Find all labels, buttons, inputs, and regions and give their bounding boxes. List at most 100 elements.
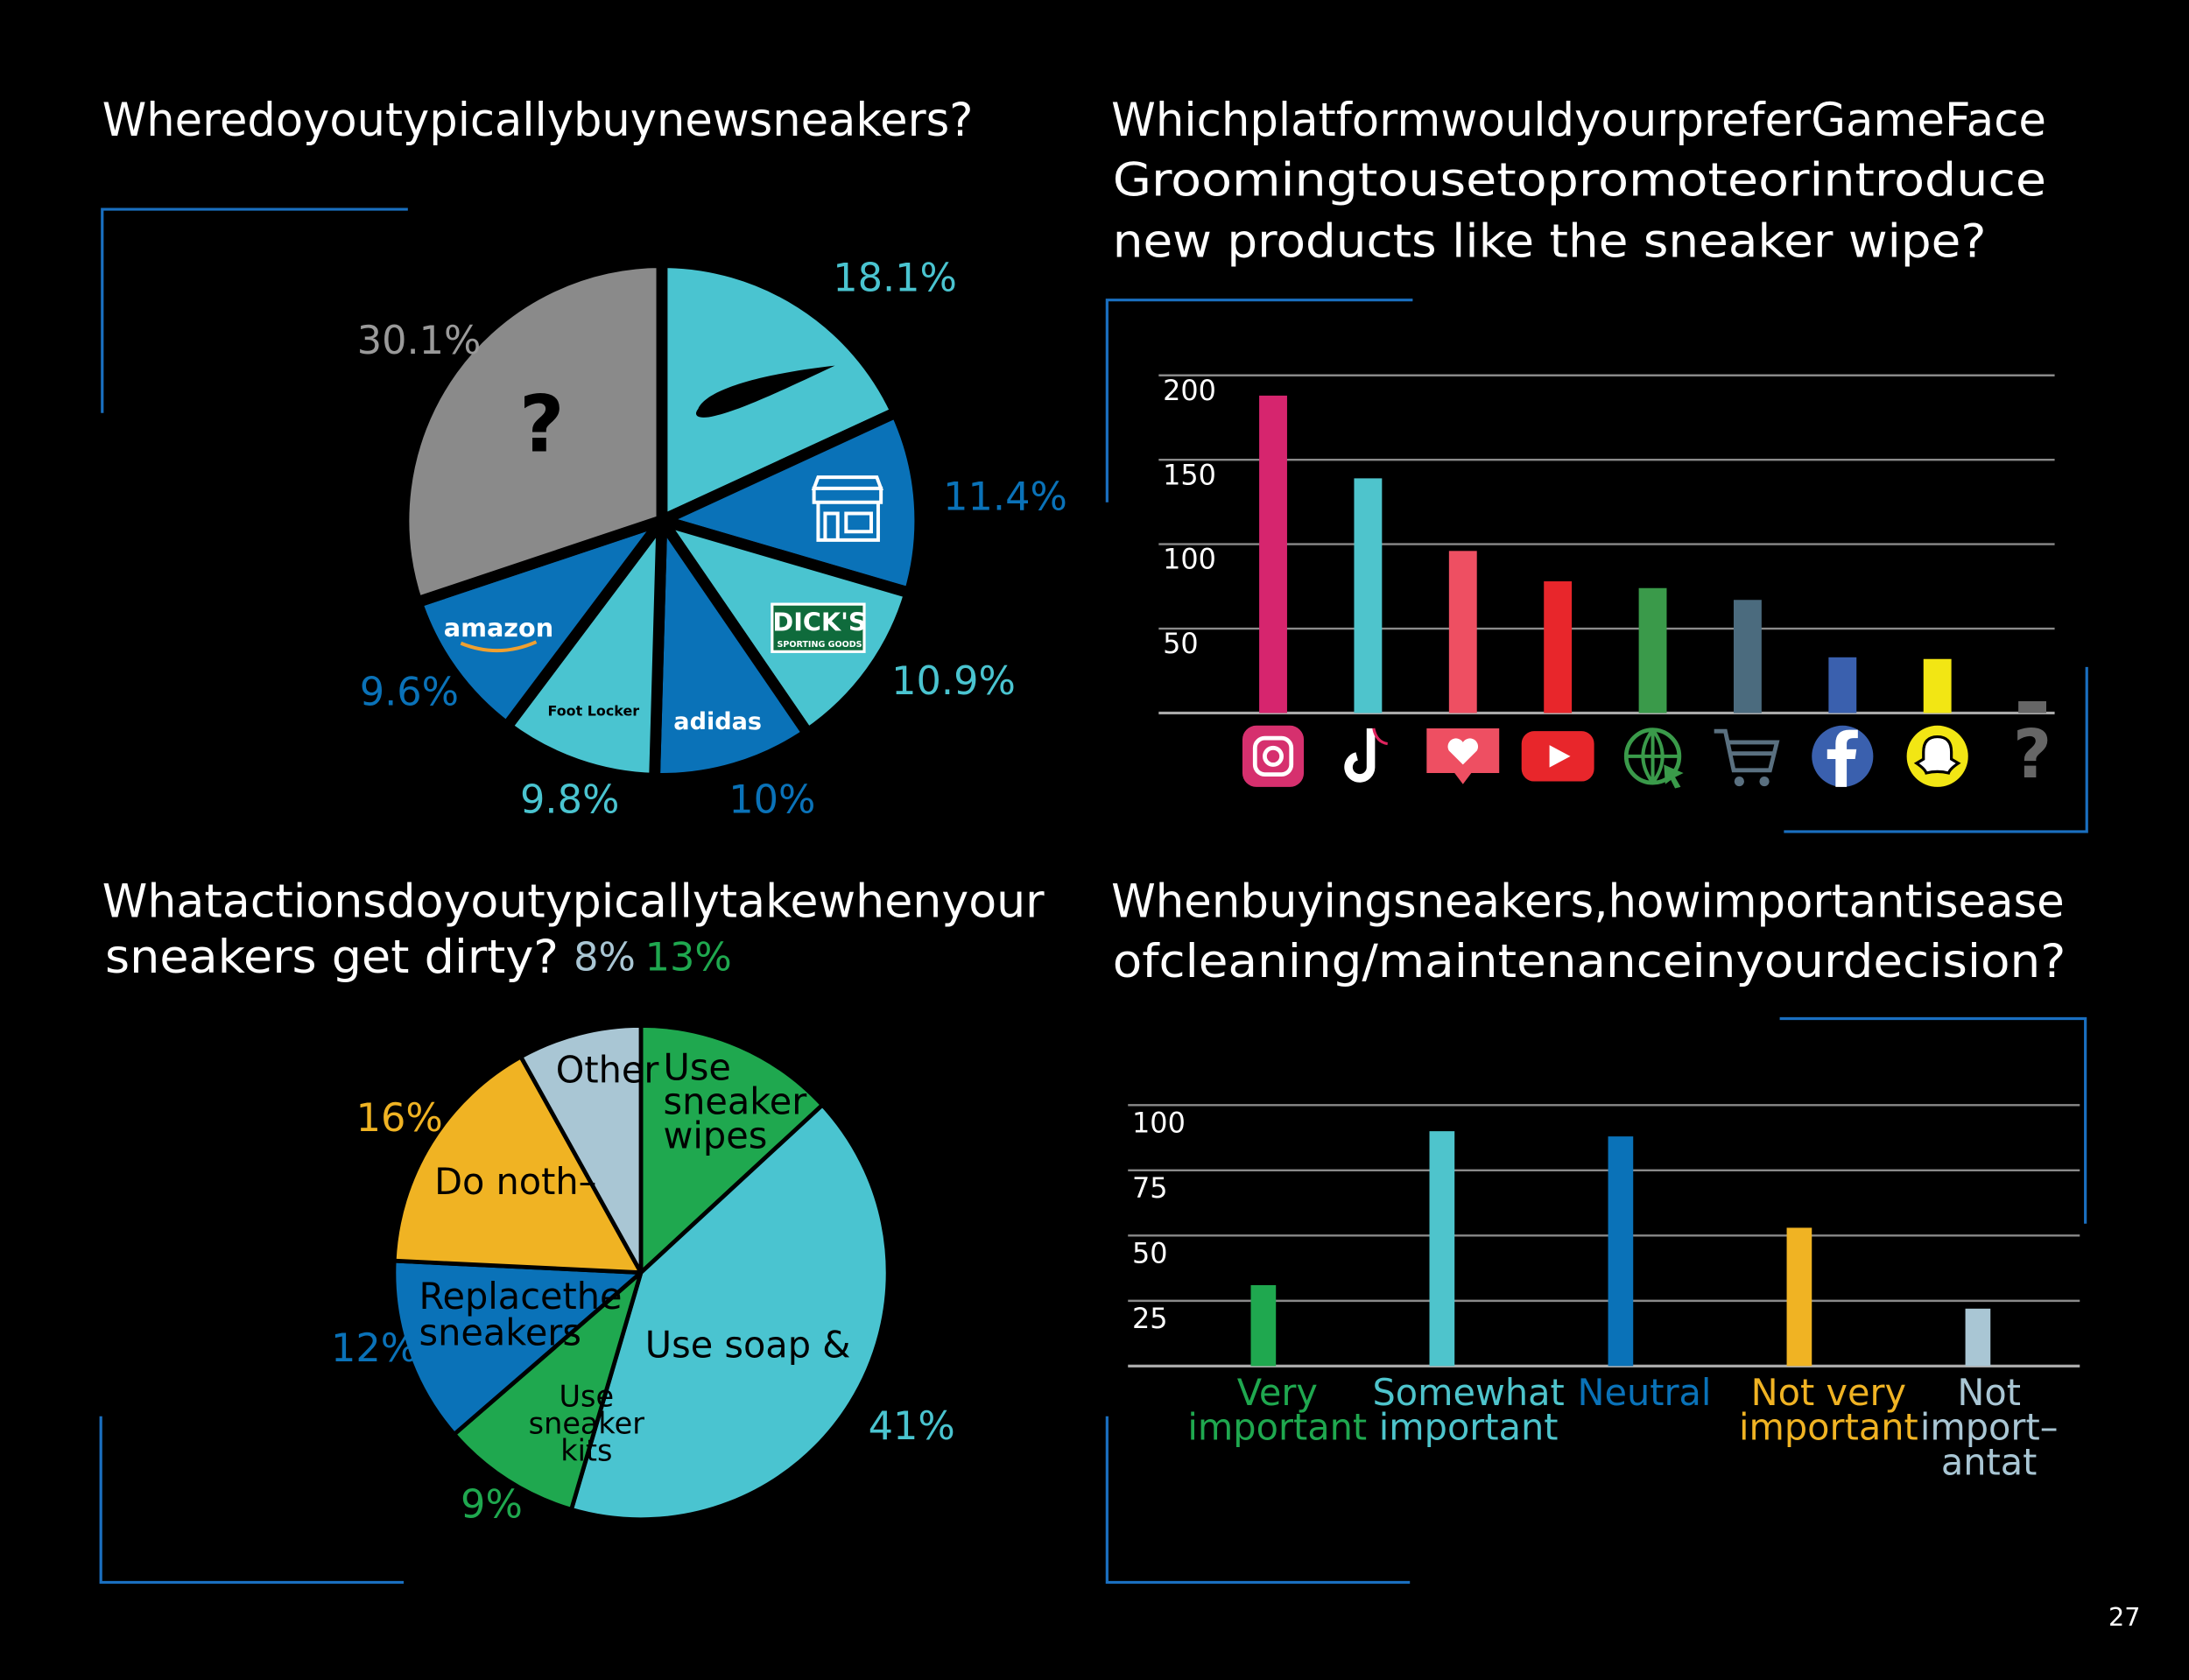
- value-label: 8%: [574, 935, 636, 981]
- platform-icon: [1812, 725, 1874, 787]
- chart-title: WhichplatformwouldyourpreferGameFace: [1111, 94, 2046, 147]
- pie-slice: [569, 1102, 890, 1522]
- pie-slice: [452, 1270, 644, 1512]
- amazon-smile: [460, 640, 538, 653]
- chart-title: Wheredoyoutypicallybuynewsneakers?: [102, 94, 974, 147]
- x-tick-label: important: [1379, 1407, 1559, 1449]
- chart-title: new products like the sneaker wipe?: [1113, 215, 1987, 269]
- icon-glyph: [1447, 738, 1479, 765]
- slice-label: amazon: [444, 613, 553, 643]
- platform-icon: [1521, 731, 1594, 782]
- x-tick-label: Not: [1957, 1372, 2021, 1414]
- chart-title: Whenbuyingsneakers,howimportantisease: [1111, 875, 2065, 928]
- platform-icon: [1242, 725, 1305, 787]
- bar: [1544, 581, 1573, 713]
- value-label: 18.1%: [833, 255, 957, 300]
- icon-glyph: [1714, 728, 1780, 773]
- x-tick-label: Not very: [1751, 1372, 1906, 1414]
- x-tick-label: important: [1739, 1407, 1918, 1449]
- x-tick-label: Very: [1237, 1372, 1318, 1414]
- slice-label: Use: [663, 1046, 730, 1088]
- value-label: 13%: [645, 935, 732, 981]
- x-tick-label: Neutral: [1578, 1372, 1712, 1414]
- icon-glyph: [1344, 728, 1376, 783]
- value-label: 41%: [869, 1403, 955, 1449]
- x-tick-label: important: [1187, 1407, 1367, 1449]
- slice-label: DICK'S: [772, 607, 866, 636]
- platform-icon: [1344, 728, 1389, 783]
- y-tick-label: 50: [1163, 627, 1199, 660]
- value-label: 9.8%: [520, 777, 619, 822]
- icon-glyph: [1372, 728, 1389, 746]
- icon-glyph: [1664, 764, 1684, 789]
- nike-logo: [695, 365, 835, 418]
- icon-glyph: [1759, 776, 1770, 787]
- slice-label: sneakers: [419, 1311, 581, 1353]
- y-tick-label: 150: [1163, 458, 1216, 491]
- chart-title: sneakers get dirty?: [105, 931, 559, 984]
- bar: [1608, 1136, 1634, 1367]
- icon-glyph: [1913, 735, 1961, 775]
- pie-slice: [649, 515, 813, 784]
- chart-title: ofcleaning/maintenanceinyourdecision?: [1113, 935, 2066, 988]
- bar: [1923, 658, 1952, 713]
- value-label: 10.9%: [891, 658, 1016, 704]
- value-label: 12%: [331, 1325, 418, 1371]
- page-number: 27: [2108, 1602, 2140, 1632]
- titles: Wheredoyoutypicallybuynewsneakers? Which…: [102, 94, 2066, 988]
- value-label: 9%: [461, 1481, 523, 1527]
- bar: [1259, 395, 1287, 713]
- y-tick-label: 25: [1132, 1302, 1168, 1335]
- icon-glyph: [1734, 776, 1744, 787]
- slice-label: Do noth–: [434, 1161, 596, 1203]
- icon-bg: [1242, 725, 1305, 787]
- store-icon: [811, 475, 884, 542]
- slice-label: Other: [556, 1050, 660, 1092]
- x-tick-label: import–: [1920, 1407, 2059, 1449]
- pie-slice: [391, 1054, 644, 1275]
- pie-slice: [638, 1023, 825, 1275]
- chart-title: Groomingtousetopromoteorintroduce: [1113, 153, 2046, 207]
- x-tick-label: antat: [1941, 1442, 2038, 1484]
- bar: [1448, 551, 1477, 713]
- value-label: 30.1%: [357, 318, 482, 363]
- x-tick-label: ?: [2013, 716, 2052, 794]
- value-label: 10%: [728, 777, 815, 822]
- bar: [1965, 1308, 1991, 1367]
- slice-label: adidas: [673, 708, 762, 735]
- slice-label: kits: [560, 1434, 612, 1468]
- slice-label: Use soap &: [645, 1325, 851, 1367]
- bar: [1250, 1284, 1277, 1367]
- icon-glyph: [1263, 745, 1284, 767]
- y-tick-label: 100: [1163, 543, 1216, 576]
- bar: [1638, 587, 1667, 713]
- pie-slice: [656, 406, 926, 599]
- bar: [2018, 700, 2047, 713]
- value-label: 11.4%: [943, 474, 1067, 520]
- icon-glyph: [1626, 728, 1679, 784]
- pie-slice: [518, 1023, 644, 1275]
- platform-icon: [1714, 728, 1780, 787]
- slice-label: wipes: [663, 1115, 767, 1157]
- bar: [1429, 1131, 1455, 1367]
- bar: [1786, 1227, 1812, 1367]
- pie-slice: [391, 1258, 644, 1437]
- pie-slice: [501, 515, 668, 784]
- slice-label: Foot Locker: [548, 702, 640, 719]
- pie-slice: [398, 257, 668, 608]
- slice-label: Replacethe: [419, 1276, 623, 1318]
- icon-glyph: [1252, 735, 1294, 777]
- dicks-logo-box: [771, 602, 866, 653]
- slice-label: sneaker: [529, 1407, 645, 1441]
- value-label: 9.6%: [360, 670, 459, 715]
- platform-icon: [1426, 728, 1500, 784]
- bar: [1828, 657, 1857, 713]
- chart-title: Whatactionsdoyoutypicallytakewhenyour: [102, 875, 1045, 928]
- frame-brackets: [99, 207, 2088, 1585]
- icon-glyph: [1549, 745, 1571, 768]
- platform-icon: [1906, 725, 1968, 787]
- value-label: 16%: [356, 1095, 443, 1141]
